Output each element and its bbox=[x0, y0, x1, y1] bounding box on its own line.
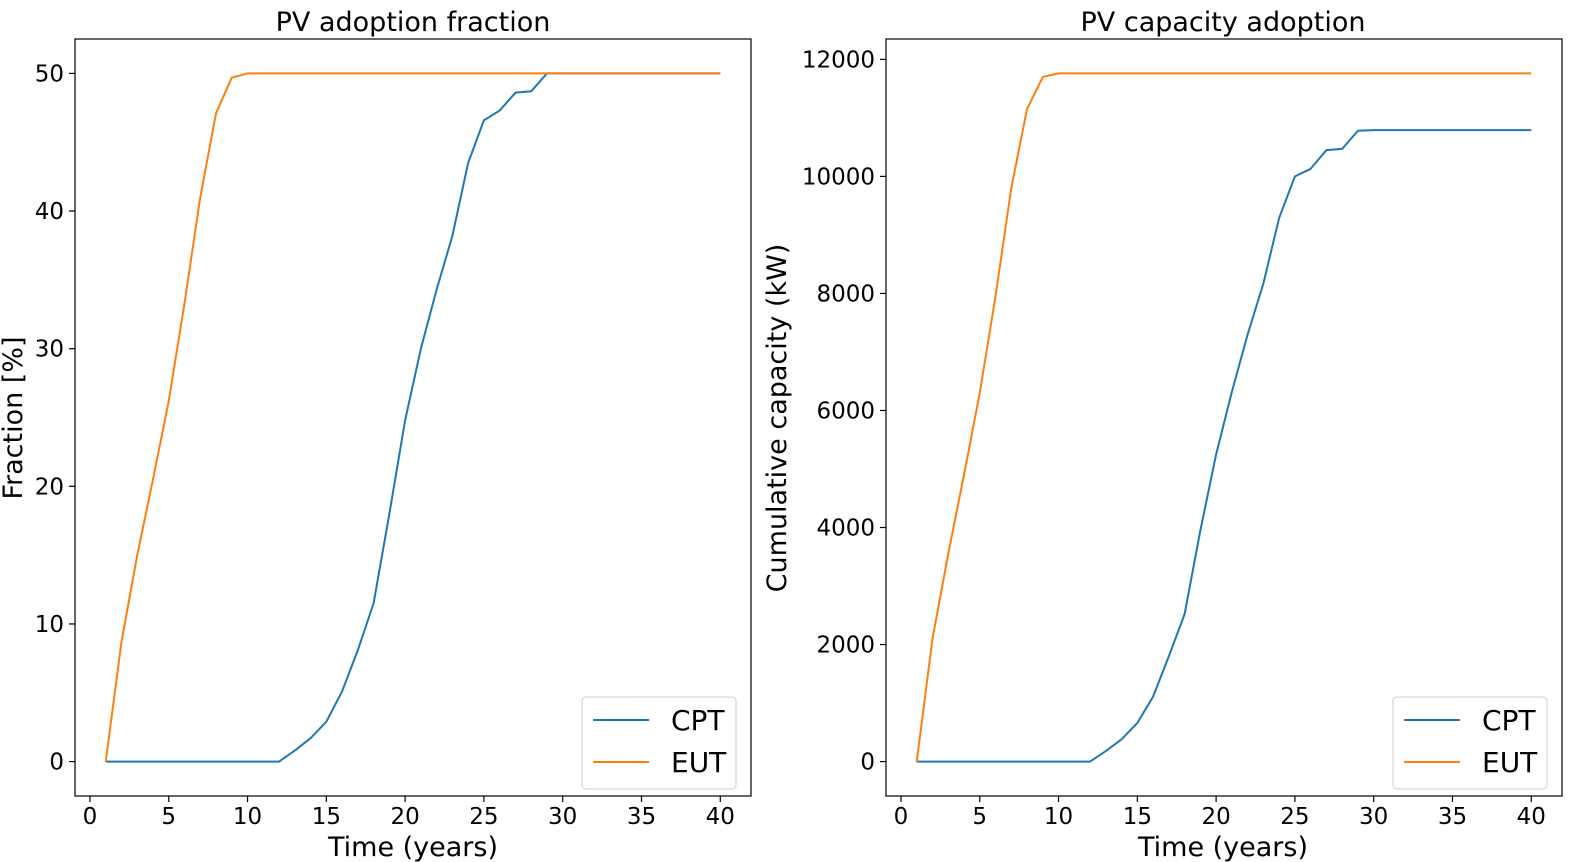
y-tick-label: 0 bbox=[49, 750, 64, 776]
x-tick-label: 35 bbox=[1438, 804, 1467, 830]
x-tick-label: 10 bbox=[1044, 804, 1073, 830]
x-tick-label: 30 bbox=[1359, 804, 1388, 830]
y-tick-label: 10000 bbox=[802, 164, 875, 190]
x-tick-label: 20 bbox=[1201, 804, 1230, 830]
y-tick-label: 12000 bbox=[802, 47, 875, 73]
x-tick-label: 40 bbox=[706, 804, 735, 830]
x-tick-label: 0 bbox=[83, 804, 98, 830]
series-line-eut bbox=[104, 72, 721, 762]
x-tick-label: 5 bbox=[161, 804, 176, 830]
x-tick-label: 15 bbox=[312, 804, 341, 830]
chart-pv-adoption-fraction: PV adoption fraction Time (years) Fracti… bbox=[0, 7, 752, 862]
y-tick-label: 10 bbox=[35, 612, 64, 638]
chart-pv-capacity-adoption: PV capacity adoption Time (years) Cumula… bbox=[762, 7, 1563, 862]
x-tick-label: 10 bbox=[233, 804, 262, 830]
x-tick-label: 35 bbox=[627, 804, 656, 830]
y-tick-label: 6000 bbox=[816, 398, 875, 424]
x-tick-label: 20 bbox=[390, 804, 419, 830]
legend-entry: EUT bbox=[1482, 746, 1538, 779]
series-line-cpt bbox=[916, 129, 1532, 763]
chart-title: PV adoption fraction bbox=[276, 7, 551, 38]
x-tick-label: 25 bbox=[1280, 804, 1309, 830]
legend-entry: EUT bbox=[671, 746, 727, 779]
x-tick-label: 40 bbox=[1517, 804, 1546, 830]
series-line-cpt bbox=[105, 72, 721, 763]
y-axis-label: Fraction [%] bbox=[0, 336, 29, 499]
y-tick-label: 40 bbox=[35, 199, 64, 225]
y-tick-label: 2000 bbox=[816, 633, 875, 659]
series-line-eut bbox=[915, 72, 1532, 762]
x-tick-label: 5 bbox=[972, 804, 987, 830]
y-tick-label: 50 bbox=[35, 61, 64, 87]
y-tick-label: 30 bbox=[35, 337, 64, 363]
x-axis-label: Time (years) bbox=[327, 832, 498, 862]
plot-area: 0 5 10 15 20 25 30 35 40 0 10 20 30 40 50 CPT EUT bbox=[35, 38, 752, 830]
x-tick-label: 0 bbox=[894, 804, 909, 830]
axes-frame bbox=[74, 38, 752, 797]
x-tick-label: 15 bbox=[1123, 804, 1152, 830]
legend: CPT EUT bbox=[581, 696, 737, 790]
legend-entry: CPT bbox=[671, 704, 725, 737]
x-tick-label: 25 bbox=[469, 804, 498, 830]
legend: CPT EUT bbox=[1392, 696, 1548, 790]
x-tick-label: 30 bbox=[548, 804, 577, 830]
y-tick-label: 8000 bbox=[816, 281, 875, 307]
legend-entry: CPT bbox=[1482, 704, 1536, 737]
y-tick-label: 0 bbox=[860, 750, 875, 776]
x-axis-label: Time (years) bbox=[1137, 832, 1308, 862]
y-axis-label: Cumulative capacity (kW) bbox=[762, 244, 793, 593]
y-tick-label: 4000 bbox=[816, 516, 875, 542]
plot-area: 0 5 10 15 20 25 30 35 40 0 2000 4000 6000 8000 10000 12… bbox=[802, 38, 1563, 830]
chart-title: PV capacity adoption bbox=[1081, 7, 1366, 38]
axes-frame bbox=[885, 38, 1563, 797]
y-tick-label: 20 bbox=[35, 474, 64, 500]
